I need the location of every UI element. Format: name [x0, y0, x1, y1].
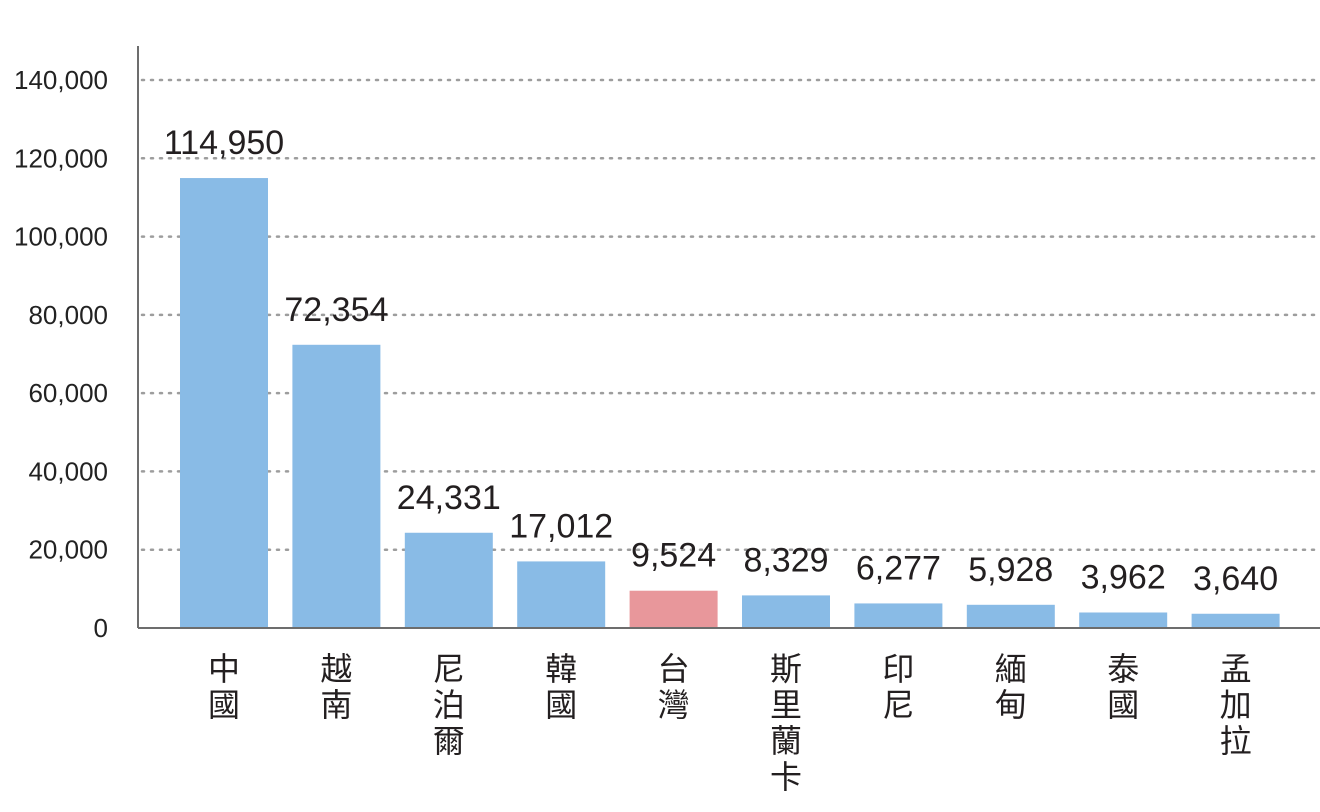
y-tick-label: 0 [94, 613, 108, 643]
category-label: 緬甸 [995, 650, 1027, 724]
category-label: 尼泊爾 [433, 650, 465, 760]
y-tick-label: 100,000 [14, 222, 108, 252]
y-tick-label: 120,000 [14, 143, 108, 173]
bar [292, 344, 381, 628]
data-label: 114,950 [164, 124, 284, 162]
bar [854, 603, 943, 628]
y-tick-label: 40,000 [28, 456, 108, 486]
axes [137, 46, 1320, 629]
data-label: 3,962 [1081, 558, 1166, 596]
category-label: 印尼 [882, 650, 914, 724]
y-tick-labels: 0 20,000 40,000 60,000 80,000 100,000 120,000 1… [14, 65, 108, 643]
bar [404, 532, 493, 628]
data-label: 72,354 [284, 291, 388, 329]
bar [517, 561, 606, 628]
bar [1191, 613, 1280, 628]
y-tick-label: 20,000 [28, 535, 108, 565]
bar [966, 604, 1055, 628]
category-label: 泰國 [1107, 650, 1139, 724]
bars [180, 178, 1280, 628]
category-label: 斯里蘭卡 [770, 650, 802, 796]
category-label: 中國 [208, 650, 240, 724]
category-label: 台灣 [658, 650, 690, 724]
y-tick-label: 80,000 [28, 300, 108, 330]
data-label: 9,524 [631, 537, 716, 575]
category-label: 韓國 [545, 650, 577, 724]
category-label: 越南 [320, 650, 352, 724]
data-label: 5,928 [968, 551, 1053, 589]
data-label: 8,329 [743, 541, 828, 579]
data-label: 6,277 [856, 549, 941, 587]
bar [742, 595, 830, 628]
category-label: 孟加拉 [1220, 650, 1252, 760]
data-label: 24,331 [397, 479, 501, 517]
data-label: 17,012 [509, 507, 613, 545]
category-labels: 中國 越南 尼泊爾 韓國 台灣 斯里蘭卡 印尼 緬甸 泰國 孟加拉 [208, 650, 1252, 796]
bar [180, 178, 268, 628]
y-tick-label: 60,000 [28, 378, 108, 408]
y-tick-label: 140,000 [14, 65, 108, 95]
bar [629, 590, 718, 628]
bar [1079, 612, 1168, 628]
grid-lines [140, 78, 1318, 551]
data-label: 3,640 [1193, 560, 1278, 598]
